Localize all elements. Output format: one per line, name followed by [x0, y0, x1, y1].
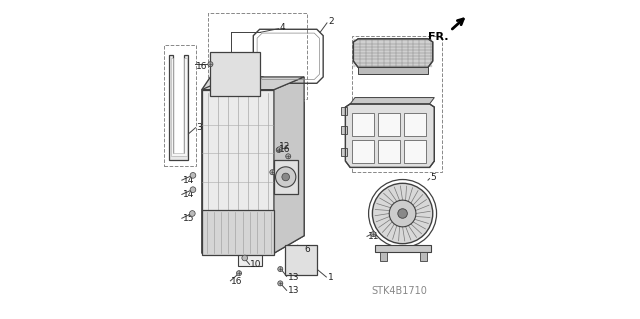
Circle shape — [189, 211, 195, 216]
Bar — [208, 13, 307, 99]
Text: 14: 14 — [182, 176, 194, 185]
Circle shape — [389, 200, 416, 227]
Bar — [340, 148, 347, 156]
Bar — [340, 107, 347, 115]
Circle shape — [270, 170, 275, 175]
Polygon shape — [202, 210, 274, 255]
Circle shape — [236, 271, 241, 276]
Text: 15: 15 — [182, 214, 194, 223]
Text: FR.: FR. — [428, 33, 449, 42]
Text: 11: 11 — [367, 232, 379, 241]
Circle shape — [276, 147, 281, 152]
Bar — [404, 140, 426, 163]
Text: 9: 9 — [276, 170, 282, 179]
Text: 7: 7 — [361, 132, 367, 141]
Circle shape — [285, 154, 291, 159]
Text: 13: 13 — [287, 286, 299, 295]
Bar — [340, 126, 347, 134]
Text: 13: 13 — [287, 272, 299, 281]
Circle shape — [208, 62, 213, 67]
Polygon shape — [202, 77, 304, 253]
Text: 16: 16 — [196, 62, 207, 71]
Bar — [352, 113, 374, 136]
Polygon shape — [171, 58, 187, 156]
Text: 10: 10 — [250, 260, 262, 270]
Circle shape — [278, 281, 283, 286]
Polygon shape — [211, 51, 260, 96]
Text: 6: 6 — [305, 245, 310, 254]
Bar — [352, 36, 442, 172]
Text: 8: 8 — [379, 62, 385, 71]
Bar — [420, 252, 427, 261]
Polygon shape — [274, 77, 304, 253]
Circle shape — [190, 173, 196, 178]
Polygon shape — [202, 90, 274, 253]
Bar — [404, 113, 426, 136]
Circle shape — [190, 187, 196, 193]
Text: 1: 1 — [328, 273, 333, 282]
Circle shape — [282, 173, 289, 181]
Circle shape — [276, 167, 296, 187]
Bar — [238, 251, 262, 266]
Bar — [288, 250, 310, 272]
Polygon shape — [374, 245, 431, 252]
Polygon shape — [346, 104, 435, 167]
Bar — [378, 140, 400, 163]
Bar — [164, 45, 196, 166]
Circle shape — [242, 255, 248, 261]
Text: 16: 16 — [231, 277, 243, 286]
Text: 2: 2 — [328, 17, 334, 26]
Polygon shape — [285, 245, 317, 275]
Polygon shape — [353, 39, 433, 67]
Circle shape — [371, 232, 376, 237]
Text: 3: 3 — [196, 122, 202, 132]
Circle shape — [277, 147, 282, 152]
Text: STK4B1710: STK4B1710 — [371, 286, 428, 296]
Polygon shape — [358, 67, 428, 74]
Circle shape — [398, 209, 407, 218]
Polygon shape — [202, 77, 304, 90]
Text: 4: 4 — [280, 23, 285, 32]
Circle shape — [372, 183, 433, 244]
Text: 14: 14 — [182, 190, 194, 199]
Polygon shape — [274, 160, 298, 195]
Text: 16: 16 — [278, 145, 290, 154]
Circle shape — [278, 267, 283, 271]
Polygon shape — [169, 55, 188, 160]
Text: 12: 12 — [278, 142, 290, 151]
Polygon shape — [350, 98, 435, 104]
Bar — [378, 113, 400, 136]
Bar — [352, 140, 374, 163]
Bar — [380, 252, 387, 261]
Text: 5: 5 — [431, 174, 436, 182]
